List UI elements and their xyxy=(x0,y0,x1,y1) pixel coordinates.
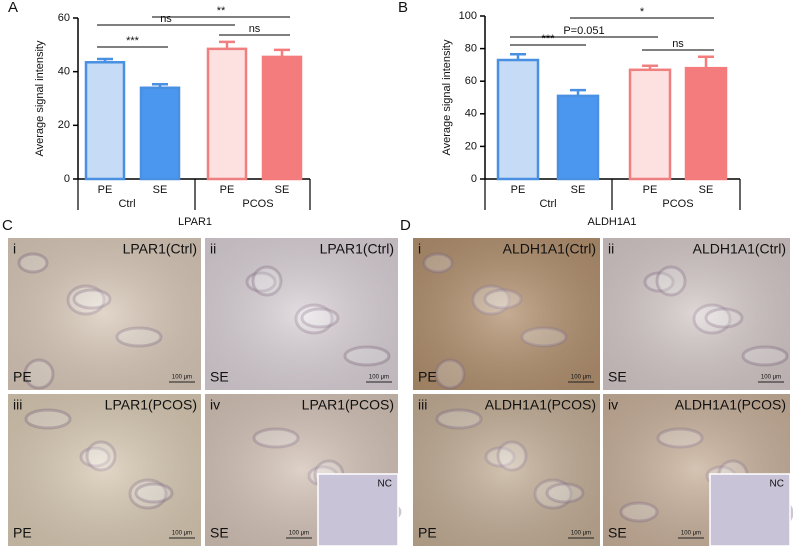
panel-label: C xyxy=(2,217,13,234)
region-label: SE xyxy=(608,525,627,541)
error-bar xyxy=(642,64,658,70)
micrograph-shade xyxy=(603,238,790,390)
significance-label: *** xyxy=(542,33,556,45)
region-label: PE xyxy=(418,369,437,385)
micrograph-shade xyxy=(8,394,201,546)
image-title: LPAR1(Ctrl) xyxy=(123,241,197,257)
x-tick-label: PE xyxy=(643,184,658,196)
scale-label: 100 μm xyxy=(172,375,192,381)
x-tick-label: PE xyxy=(220,184,235,196)
y-tick-label: 20 xyxy=(58,119,70,131)
region-label: PE xyxy=(13,525,32,541)
error-bar xyxy=(219,40,235,49)
significance-label: *** xyxy=(126,35,140,47)
image-numeral: iv xyxy=(608,397,618,413)
image-title: LPAR1(Ctrl) xyxy=(320,241,394,257)
image-numeral: i xyxy=(13,241,16,257)
image-title: ALDH1A1(PCOS) xyxy=(485,397,596,413)
scale-label: 100 μm xyxy=(172,531,192,537)
y-axis-label: Average signal intensity xyxy=(441,39,453,155)
region-label: PE xyxy=(418,525,437,541)
image-numeral: iii xyxy=(13,397,22,413)
micrograph-shade xyxy=(413,394,600,546)
y-tick-label: 80 xyxy=(465,43,477,55)
inset-image xyxy=(317,473,399,547)
y-tick-label: 60 xyxy=(58,12,70,24)
x-axis-label: ALDH1A1 xyxy=(588,216,637,228)
y-tick-label: 40 xyxy=(58,66,70,78)
error-bar xyxy=(274,48,290,57)
image-numeral: iv xyxy=(210,397,220,413)
error-bar xyxy=(510,53,526,61)
significance-label: P=0.051 xyxy=(563,25,604,37)
group-label: Ctrl xyxy=(118,198,135,210)
image-title: ALDH1A1(Ctrl) xyxy=(503,241,596,257)
micrograph-shade xyxy=(8,238,201,390)
inset-label: NC xyxy=(770,479,784,490)
y-axis-label: Average signal intensity xyxy=(34,40,46,156)
region-label: PE xyxy=(13,369,32,385)
x-tick-label: SE xyxy=(275,184,290,196)
bar xyxy=(628,68,672,181)
error-bar xyxy=(698,55,714,69)
scale-label: 100 μm xyxy=(571,531,591,537)
region-label: SE xyxy=(210,369,229,385)
bar xyxy=(496,58,540,181)
bar xyxy=(261,55,303,181)
panel-label: B xyxy=(398,0,408,16)
scale-label: 100 μm xyxy=(289,531,309,537)
y-tick-label: 60 xyxy=(465,75,477,87)
image-title: ALDH1A1(PCOS) xyxy=(675,397,786,413)
significance-label: ns xyxy=(249,23,261,35)
y-tick-label: 40 xyxy=(465,108,477,120)
error-bar xyxy=(152,83,168,88)
bar xyxy=(556,94,600,181)
significance-label: ns xyxy=(672,38,684,50)
x-tick-label: SE xyxy=(571,184,586,196)
inset-image xyxy=(709,473,791,547)
x-axis-label: LPAR1 xyxy=(178,216,212,228)
bar xyxy=(206,47,248,181)
scale-label: 100 μm xyxy=(571,375,591,381)
y-tick-label: 0 xyxy=(64,173,70,185)
y-tick-label: 0 xyxy=(471,173,477,185)
scale-label: 100 μm xyxy=(681,531,701,537)
y-tick-label: 20 xyxy=(465,140,477,152)
image-title: ALDH1A1(Ctrl) xyxy=(693,241,786,257)
significance-label: * xyxy=(640,6,645,18)
y-tick-label: 100 xyxy=(459,10,477,22)
bar xyxy=(684,66,728,181)
image-numeral: ii xyxy=(210,241,216,257)
region-label: SE xyxy=(210,525,229,541)
region-label: SE xyxy=(608,369,627,385)
image-numeral: ii xyxy=(608,241,614,257)
group-label: PCOS xyxy=(662,198,693,210)
group-label: Ctrl xyxy=(539,198,556,210)
panel-label: A xyxy=(8,0,18,16)
image-title: LPAR1(PCOS) xyxy=(105,397,197,413)
scale-label: 100 μm xyxy=(761,375,781,381)
micrograph-shade xyxy=(205,238,398,390)
x-tick-label: SE xyxy=(699,184,714,196)
x-tick-label: PE xyxy=(98,184,113,196)
image-numeral: i xyxy=(418,241,421,257)
panel-label: D xyxy=(400,217,411,234)
error-bar xyxy=(97,57,113,63)
error-bar xyxy=(570,88,586,96)
significance-label: ns xyxy=(160,13,172,25)
inset-label: NC xyxy=(378,479,392,490)
scale-label: 100 μm xyxy=(369,375,389,381)
micrograph-shade xyxy=(413,238,600,390)
image-title: LPAR1(PCOS) xyxy=(302,397,394,413)
image-numeral: iii xyxy=(418,397,427,413)
x-tick-label: SE xyxy=(153,184,168,196)
bar xyxy=(139,86,181,181)
x-tick-label: PE xyxy=(511,184,526,196)
significance-label: ** xyxy=(217,5,226,17)
bar xyxy=(84,61,126,181)
group-label: PCOS xyxy=(242,198,273,210)
